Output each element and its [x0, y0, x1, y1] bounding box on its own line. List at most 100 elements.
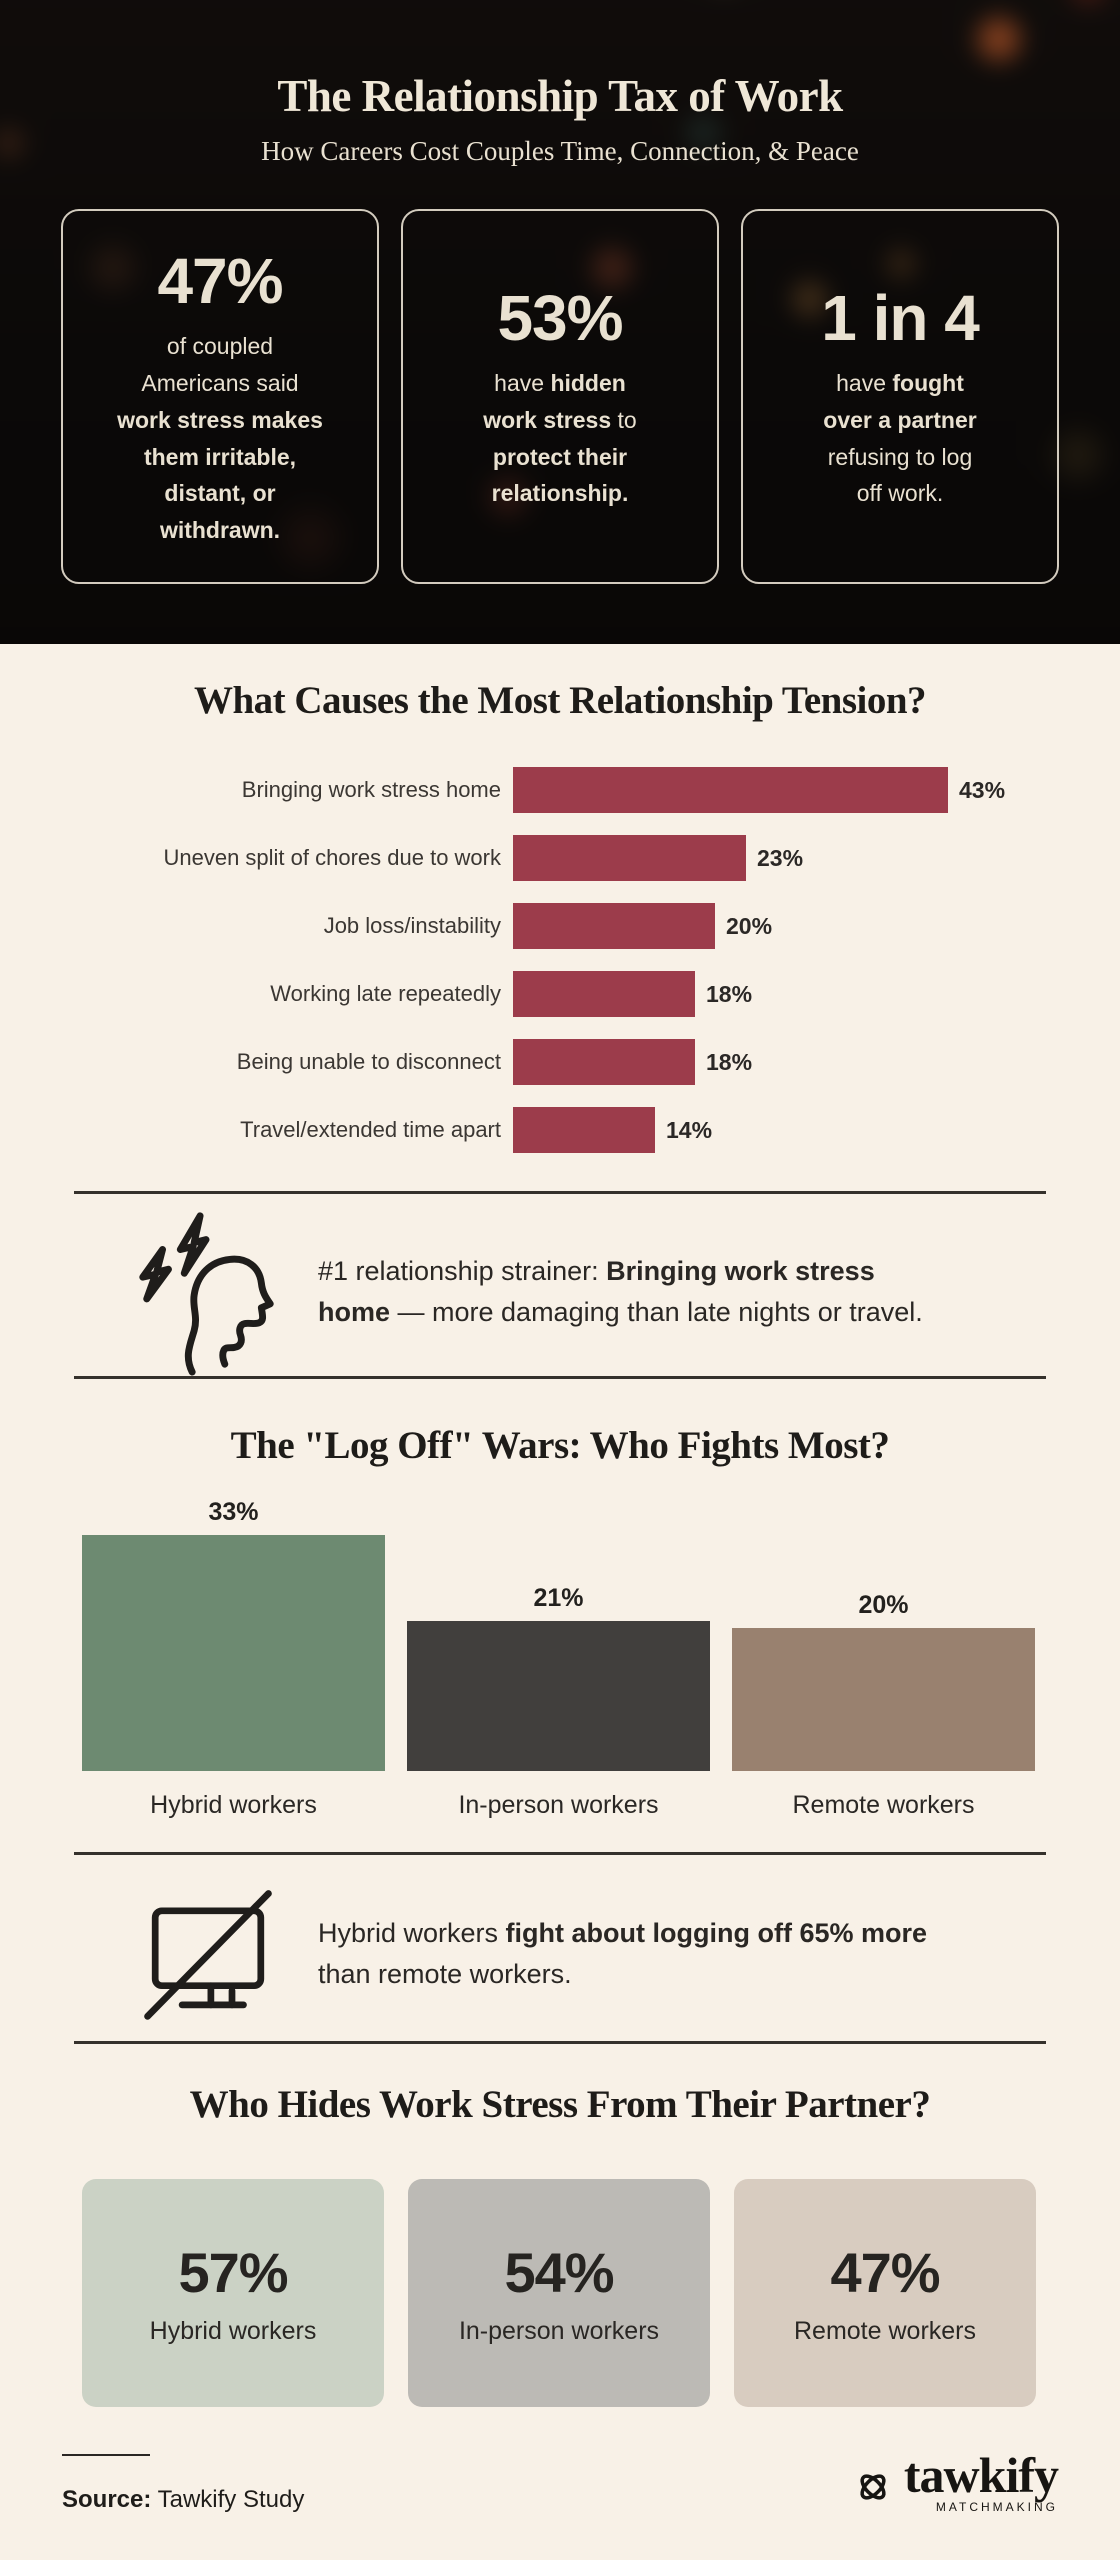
stressed-head-icon	[118, 1208, 298, 1376]
stat-description-line: work stress to	[483, 402, 636, 439]
tension-category-label: Travel/extended time apart	[240, 1117, 501, 1142]
tension-value-label: 18%	[706, 980, 753, 1007]
logo-subtext: MATCHMAKING	[935, 2500, 1058, 2514]
tension-bar-row: Uneven split of chores due to work 23%	[0, 835, 1120, 881]
text-segment: have	[836, 369, 893, 396]
stat-description-line: withdrawn.	[160, 512, 280, 549]
header-stat-card: 1 in 4 have fought over a partner refusing …	[741, 209, 1059, 584]
callout-line: #1 relationship strainer: Bringing work …	[318, 1251, 1048, 1292]
tension-value-label: 18%	[706, 1048, 753, 1075]
stat-value: 47%	[157, 245, 283, 318]
text-segment: home	[318, 1297, 391, 1327]
callout-line: home — more damaging than late nights or…	[318, 1292, 1048, 1333]
source-text: Tawkify Study	[151, 2486, 305, 2513]
callout-line: than remote workers.	[318, 1954, 1048, 1995]
hide-stress-cards: 57% Hybrid workers 54% In-person workers 47%…	[82, 2179, 1036, 2407]
tension-value-label: 43%	[959, 776, 1006, 803]
footer-source-block: Source: Tawkify Study	[62, 2454, 304, 2514]
logoff-bar	[82, 1535, 385, 1771]
hide-section-title: Who Hides Work Stress From Their Partner…	[189, 2083, 931, 2126]
stat-value: 53%	[497, 281, 623, 354]
text-segment: have	[494, 369, 551, 396]
header-stat-cards: 47% of coupled Americans said work stress m…	[61, 209, 1059, 584]
tension-value-label: 20%	[726, 912, 773, 939]
tension-chart-title: What Causes the Most Relationship Tensio…	[193, 679, 927, 722]
hide-stress-card: 47% Remote workers	[734, 2179, 1036, 2407]
logo-wordmark: tawkify	[903, 2447, 1059, 2503]
text-segment: work stress	[483, 406, 612, 433]
callout-line: Hybrid workers fight about logging off 6…	[318, 1913, 1048, 1954]
text-segment: protect their	[492, 443, 628, 470]
text-segment: withdrawn.	[159, 517, 281, 544]
tension-bar-row: Job loss/instability 20%	[0, 903, 1120, 949]
stat-value: 1 in 4	[821, 281, 980, 354]
text-segment: Bringing work stress	[606, 1255, 875, 1286]
text-segment: fight about logging off 65% more	[505, 1917, 928, 1948]
tawkify-logo: tawkify MATCHMAKING	[852, 2447, 1059, 2514]
logoff-callout-text: Hybrid workers fight about logging off 6…	[318, 1913, 1048, 1995]
logoff-category-label: Remote workers	[792, 1791, 975, 1819]
hide-stat-value: 54%	[504, 2241, 614, 2304]
tension-bar-chart: Bringing work stress home 43% Uneven split…	[0, 767, 1120, 1153]
text-segment: Hybrid workers	[318, 1917, 506, 1948]
logoff-value-label: 20%	[858, 1591, 909, 1619]
stat-description-line: over a partner	[823, 402, 976, 439]
text-segment: fought	[892, 369, 964, 396]
header-stat-card: 47% of coupled Americans said work stress m…	[61, 209, 379, 584]
hide-stress-card: 54% In-person workers	[408, 2179, 710, 2407]
hide-stat-value: 47%	[830, 2241, 940, 2304]
header-stat-card: 53% have hidden work stress to protect thei…	[401, 209, 719, 584]
page-subtitle: How Careers Cost Couples Time, Connectio…	[261, 136, 859, 166]
hide-card-label: Hybrid workers	[149, 2317, 317, 2345]
text-segment: — more damaging than late nights or trav…	[390, 1297, 923, 1327]
footer-rule	[62, 2454, 150, 2456]
source-line: Source: Tawkify Study	[62, 2486, 304, 2514]
stat-description-line: off work.	[857, 475, 944, 512]
hide-card-label: Remote workers	[794, 2317, 976, 2345]
text-segment: Americans said	[141, 369, 299, 396]
text-segment: hidden	[550, 369, 626, 396]
hide-stat-value: 57%	[178, 2241, 288, 2304]
stat-description-line: refusing to log	[828, 439, 972, 476]
text-segment: them irritable,	[143, 443, 297, 470]
header-content: The Relationship Tax of Work How Careers…	[0, 0, 1120, 584]
logo-text-stack: tawkify MATCHMAKING	[903, 2447, 1059, 2514]
tension-category-label: Uneven split of chores due to work	[163, 845, 501, 870]
text-segment: to	[611, 406, 637, 433]
stat-description-line: have fought	[836, 365, 964, 402]
logoff-column: 33% Hybrid workers	[82, 1498, 385, 1820]
divider	[74, 1376, 1046, 1379]
tension-category-label: Being unable to disconnect	[236, 1049, 501, 1074]
tension-category-label: Job loss/instability	[323, 913, 501, 938]
footer: Source: Tawkify Study tawkify MATCHMAKIN…	[62, 2447, 1059, 2514]
stat-description-line: relationship.	[492, 475, 629, 512]
tension-bar-row: Working late repeatedly 18%	[0, 971, 1120, 1017]
logoff-bar	[407, 1621, 710, 1771]
divider	[74, 2041, 1046, 2044]
tension-bar	[513, 971, 695, 1017]
logoff-category-label: In-person workers	[458, 1791, 659, 1819]
tension-bar-row: Being unable to disconnect 18%	[0, 1039, 1120, 1085]
text-segment: distant, or	[164, 480, 276, 507]
stat-description-line: have hidden	[494, 365, 626, 402]
header-section: The Relationship Tax of Work How Careers…	[0, 0, 1120, 644]
stat-description-line: protect their	[493, 439, 627, 476]
divider	[74, 1852, 1046, 1855]
stat-description-line: work stress makes	[117, 402, 323, 439]
text-segment: than remote workers.	[318, 1959, 572, 1989]
tension-bar	[513, 903, 715, 949]
tension-bar-row: Bringing work stress home 43%	[0, 767, 1120, 813]
tension-value-label: 14%	[666, 1116, 713, 1143]
tension-bar	[513, 1107, 655, 1153]
page-title: The Relationship Tax of Work	[277, 71, 843, 121]
text-segment: work stress makes	[117, 406, 323, 433]
logoff-column: 21% In-person workers	[407, 1584, 710, 1820]
tension-category-label: Working late repeatedly	[270, 981, 501, 1006]
stress-callout-text: #1 relationship strainer: Bringing work …	[318, 1251, 1048, 1333]
tension-bar-row: Travel/extended time apart 14%	[0, 1107, 1120, 1153]
logoff-category-label: Hybrid workers	[150, 1791, 317, 1819]
logoff-bar	[732, 1628, 1035, 1771]
text-segment: relationship.	[491, 480, 629, 507]
stat-description-line: distant, or	[164, 475, 275, 512]
